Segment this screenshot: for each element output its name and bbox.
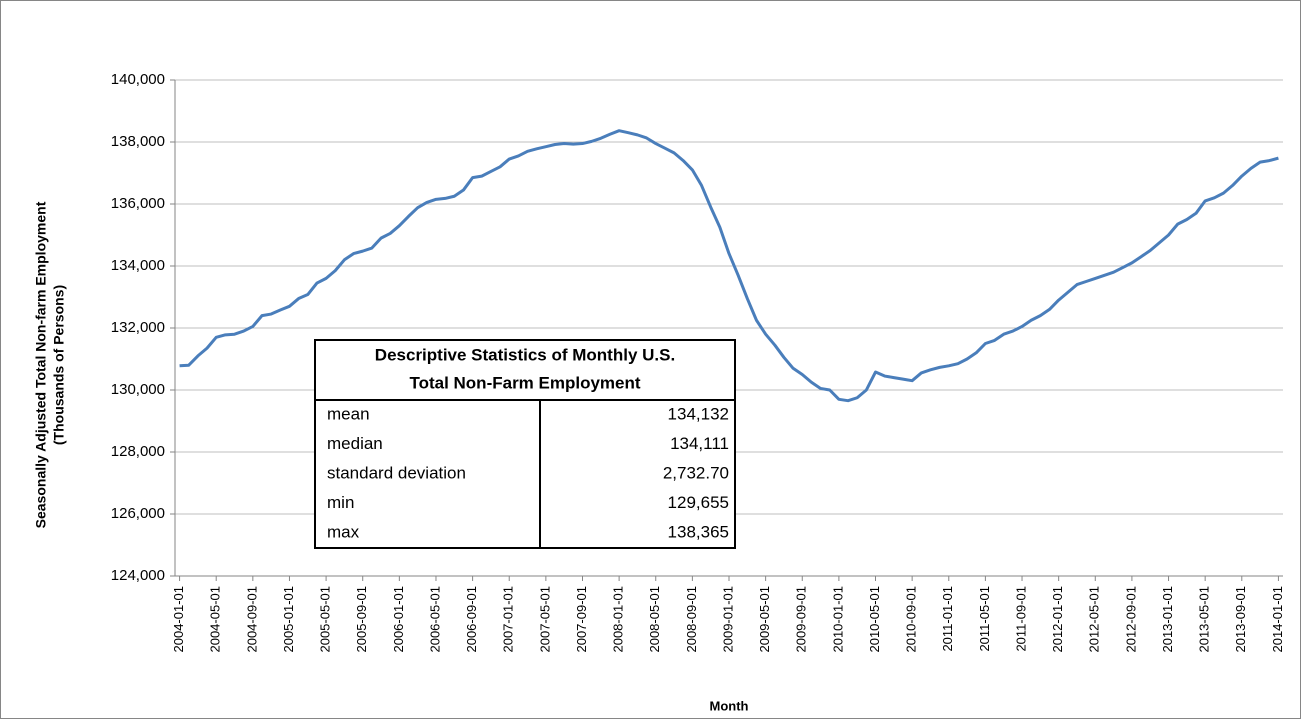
stats-label: standard deviation [327, 463, 466, 482]
x-tick-label: 2013-09-01 [1233, 586, 1248, 653]
x-tick-label: 2007-09-01 [574, 586, 589, 653]
x-tick-label: 2013-01-01 [1160, 586, 1175, 653]
x-tick-label: 2004-01-01 [171, 586, 186, 653]
y-axis-title: Seasonally Adjusted Total Non-farm Emplo… [33, 201, 49, 528]
x-tick-label: 2005-01-01 [281, 586, 296, 653]
stats-table-title: Descriptive Statistics of Monthly U.S. [375, 345, 675, 364]
y-tick-label: 130,000 [111, 381, 165, 398]
x-tick-label: 2005-05-01 [318, 586, 333, 653]
x-tick-label: 2009-05-01 [757, 586, 772, 653]
x-tick-label: 2010-01-01 [830, 586, 845, 653]
stats-value: 134,132 [668, 404, 729, 423]
y-tick-label: 128,000 [111, 443, 165, 460]
x-tick-label: 2009-01-01 [720, 586, 735, 653]
y-tick-label: 132,000 [111, 319, 165, 336]
x-tick-label: 2011-05-01 [977, 586, 992, 652]
y-tick-label: 136,000 [111, 195, 165, 212]
stats-table-frame [314, 339, 736, 549]
x-tick-label: 2004-09-01 [244, 586, 259, 653]
stats-table-title: Total Non-Farm Employment [409, 373, 640, 392]
y-tick-label: 126,000 [111, 505, 165, 522]
x-tick-label: 2008-01-01 [611, 586, 626, 653]
x-tick-label: 2004-05-01 [208, 586, 223, 653]
stats-value: 138,365 [668, 523, 729, 542]
x-tick-label: 2010-09-01 [904, 586, 919, 653]
x-tick-label: 2005-09-01 [354, 586, 369, 653]
x-tick-label: 2006-09-01 [464, 586, 479, 653]
stats-value: 129,655 [668, 493, 729, 512]
x-tick-label: 2013-05-01 [1197, 586, 1212, 653]
x-tick-label: 2010-05-01 [867, 586, 882, 653]
x-tick-label: 2007-05-01 [537, 586, 552, 653]
series-line [179, 129, 1279, 403]
x-tick-label: 2008-05-01 [647, 586, 662, 653]
x-tick-label: 2009-09-01 [794, 586, 809, 653]
x-tick-label: 2007-01-01 [501, 586, 516, 653]
x-tick-label: 2012-09-01 [1123, 586, 1138, 653]
stats-label: median [327, 434, 383, 453]
y-tick-label: 140,000 [111, 71, 165, 88]
stats-label: mean [327, 404, 370, 423]
x-tick-label: 2008-09-01 [684, 586, 699, 653]
x-tick-label: 2012-01-01 [1050, 586, 1065, 653]
x-tick-label: 2011-01-01 [940, 586, 955, 652]
x-tick-label: 2006-05-01 [427, 586, 442, 653]
stats-value: 2,732.70 [663, 463, 729, 482]
y-tick-label: 124,000 [111, 567, 165, 584]
x-tick-label: 2014-01-01 [1270, 586, 1285, 653]
stats-value: 134,111 [670, 434, 729, 453]
y-axis-title: (Thousands of Persons) [51, 285, 67, 445]
stats-label: min [327, 493, 354, 512]
x-tick-label: 2006-01-01 [391, 586, 406, 653]
stats-label: max [327, 523, 360, 542]
x-axis-title: Month [710, 698, 749, 713]
y-tick-label: 134,000 [111, 257, 165, 274]
x-tick-label: 2011-09-01 [1013, 586, 1028, 652]
y-tick-label: 138,000 [111, 133, 165, 150]
x-tick-label: 2012-05-01 [1087, 586, 1102, 653]
